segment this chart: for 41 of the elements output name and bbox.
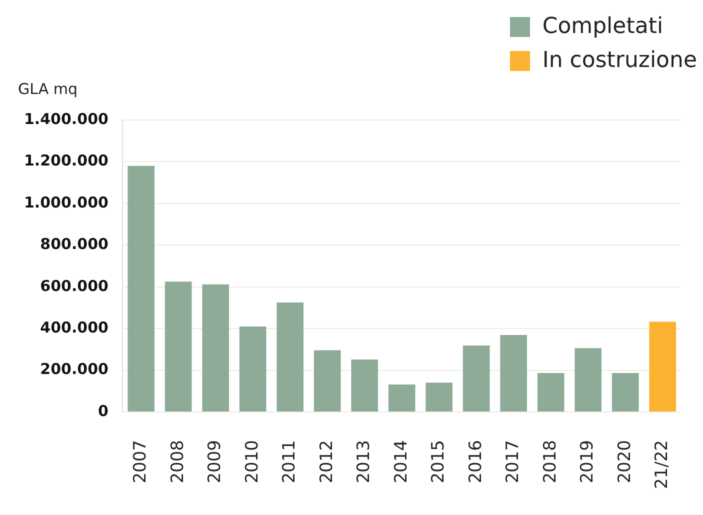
x-tick-label: 2007 [130, 440, 151, 484]
y-tick-label: 600.000 [40, 276, 108, 295]
legend-label: In costruzione [541, 48, 697, 73]
x-tick-label: 2013 [354, 440, 374, 484]
x-tick-label: 2017 [503, 440, 524, 484]
bar [462, 345, 490, 412]
bar [239, 326, 266, 412]
x-tick-label: 2020 [614, 440, 635, 484]
x-tick-label: 2014 [391, 440, 412, 484]
bar [612, 373, 639, 412]
bar [426, 382, 453, 412]
bar [500, 335, 528, 412]
y-axis-title: GLA mq [18, 80, 78, 98]
x-tick-label: 2010 [242, 440, 262, 484]
x-tick-label: 21/22 [652, 440, 672, 490]
x-tick-label: 2016 [466, 440, 486, 484]
bar [351, 359, 378, 412]
legend-label: Completati [541, 14, 664, 39]
x-tick-label: 2011 [280, 440, 300, 484]
x-tick-label: 2019 [578, 440, 598, 484]
x-tick-label: 2008 [168, 440, 188, 484]
bar [649, 322, 676, 412]
x-tick-label: 2012 [316, 440, 337, 484]
y-tick-label: 1.000.000 [24, 193, 108, 212]
bar [388, 384, 416, 412]
y-tick-label: 0 [98, 402, 108, 420]
x-tick-label: 2015 [428, 440, 449, 484]
y-tick-label: 200.000 [40, 360, 108, 378]
bar [537, 373, 564, 412]
x-tick-label: 2009 [205, 440, 226, 484]
bar [164, 282, 192, 412]
y-tick-label: 400.000 [40, 318, 108, 336]
y-tick-label: 1.200.000 [24, 152, 108, 170]
bar [574, 348, 602, 412]
bar [276, 302, 304, 412]
y-tick-label: 1.400.000 [24, 110, 108, 128]
bar [314, 350, 341, 412]
bar [202, 284, 229, 412]
y-tick-label: 800.000 [40, 235, 108, 254]
bar [128, 166, 154, 412]
x-tick-label: 2018 [540, 440, 560, 484]
